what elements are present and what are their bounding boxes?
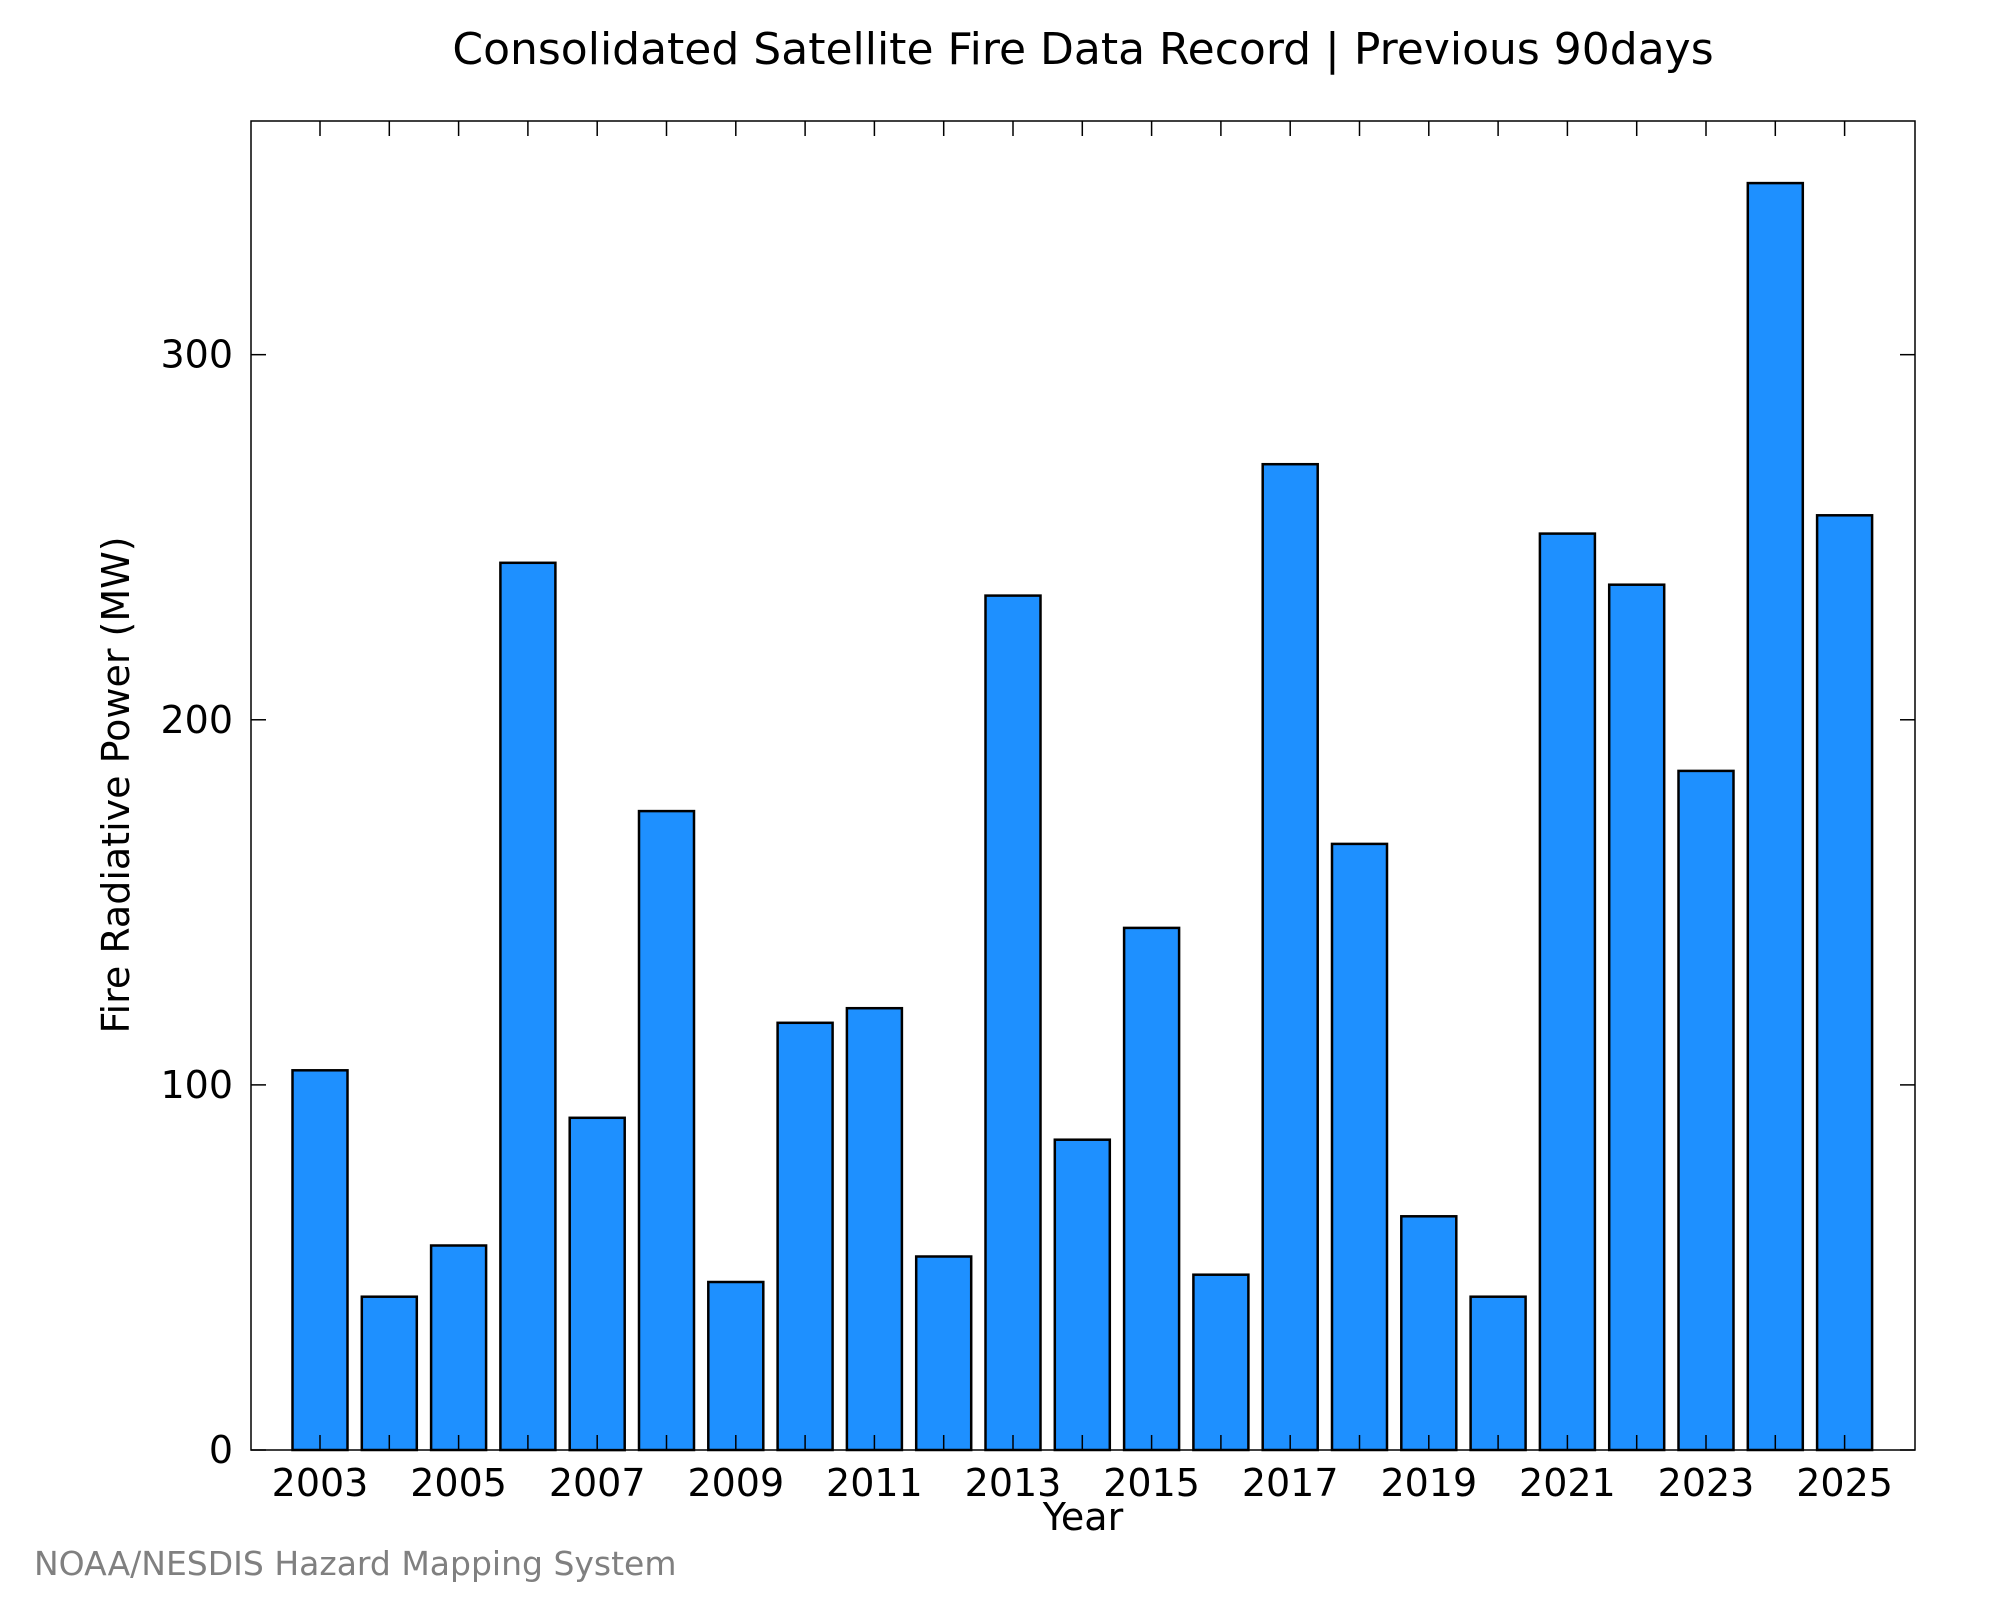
chart-title: Consolidated Satellite Fire Data Record …	[452, 24, 1713, 75]
y-tick-label-0: 0	[209, 1428, 233, 1472]
bar-2016	[1192, 1273, 1250, 1452]
x-tick-label-2009: 2009	[687, 1461, 784, 1505]
x-tick-label-2019: 2019	[1380, 1461, 1477, 1505]
bar-2006	[499, 561, 557, 1452]
bar-2010	[776, 1021, 834, 1452]
bars-layer	[291, 181, 1874, 1452]
y-tick-label-300: 300	[160, 333, 233, 377]
x-tick-label-2005: 2005	[410, 1461, 507, 1505]
bar-2017	[1261, 462, 1319, 1452]
x-tick-label-2017: 2017	[1242, 1461, 1339, 1505]
bar-2003	[291, 1069, 349, 1452]
bar-2021	[1538, 532, 1597, 1452]
ticks-layer	[251, 121, 1915, 1451]
bar-2012	[914, 1255, 973, 1452]
bar-2013	[984, 594, 1042, 1452]
x-axis-label: Year	[1042, 1495, 1124, 1539]
x-tick-label-2011: 2011	[826, 1461, 923, 1505]
bar-2023	[1677, 769, 1735, 1452]
bar-2022	[1607, 583, 1666, 1452]
y-axis-label: Fire Radiative Power (MW)	[94, 536, 138, 1033]
bar-2007	[568, 1116, 626, 1452]
plot-frame	[250, 120, 1916, 1451]
x-tick-label-2007: 2007	[549, 1461, 646, 1505]
bar-2014	[1053, 1138, 1112, 1452]
bar-2005	[429, 1244, 488, 1452]
y-tick-label-200: 200	[160, 698, 233, 742]
bar-2019	[1400, 1215, 1458, 1452]
x-tick-label-2013: 2013	[965, 1461, 1062, 1505]
x-tick-label-2023: 2023	[1658, 1461, 1755, 1505]
bar-2004	[360, 1295, 419, 1452]
bar-2020	[1469, 1295, 1527, 1452]
y-tick-label-100: 100	[160, 1063, 233, 1107]
x-tick-label-2021: 2021	[1519, 1461, 1616, 1505]
tick-labels-layer: 2003 2005 2007 2009 2011 2013 2015 2017 2019 2021…	[160, 333, 1892, 1505]
bar-2008	[637, 809, 696, 1452]
x-tick-label-2015: 2015	[1103, 1461, 1200, 1505]
bar-2009	[707, 1280, 765, 1452]
bar-2011	[845, 1006, 904, 1452]
bar-2024	[1746, 181, 1805, 1452]
credit-text: NOAA/NESDIS Hazard Mapping System	[34, 1544, 677, 1583]
bar-2018	[1330, 842, 1389, 1452]
x-tick-label-2025: 2025	[1796, 1461, 1893, 1505]
x-tick-label-2003: 2003	[272, 1461, 369, 1505]
bar-2025	[1815, 514, 1874, 1452]
bar-2015	[1122, 926, 1181, 1452]
